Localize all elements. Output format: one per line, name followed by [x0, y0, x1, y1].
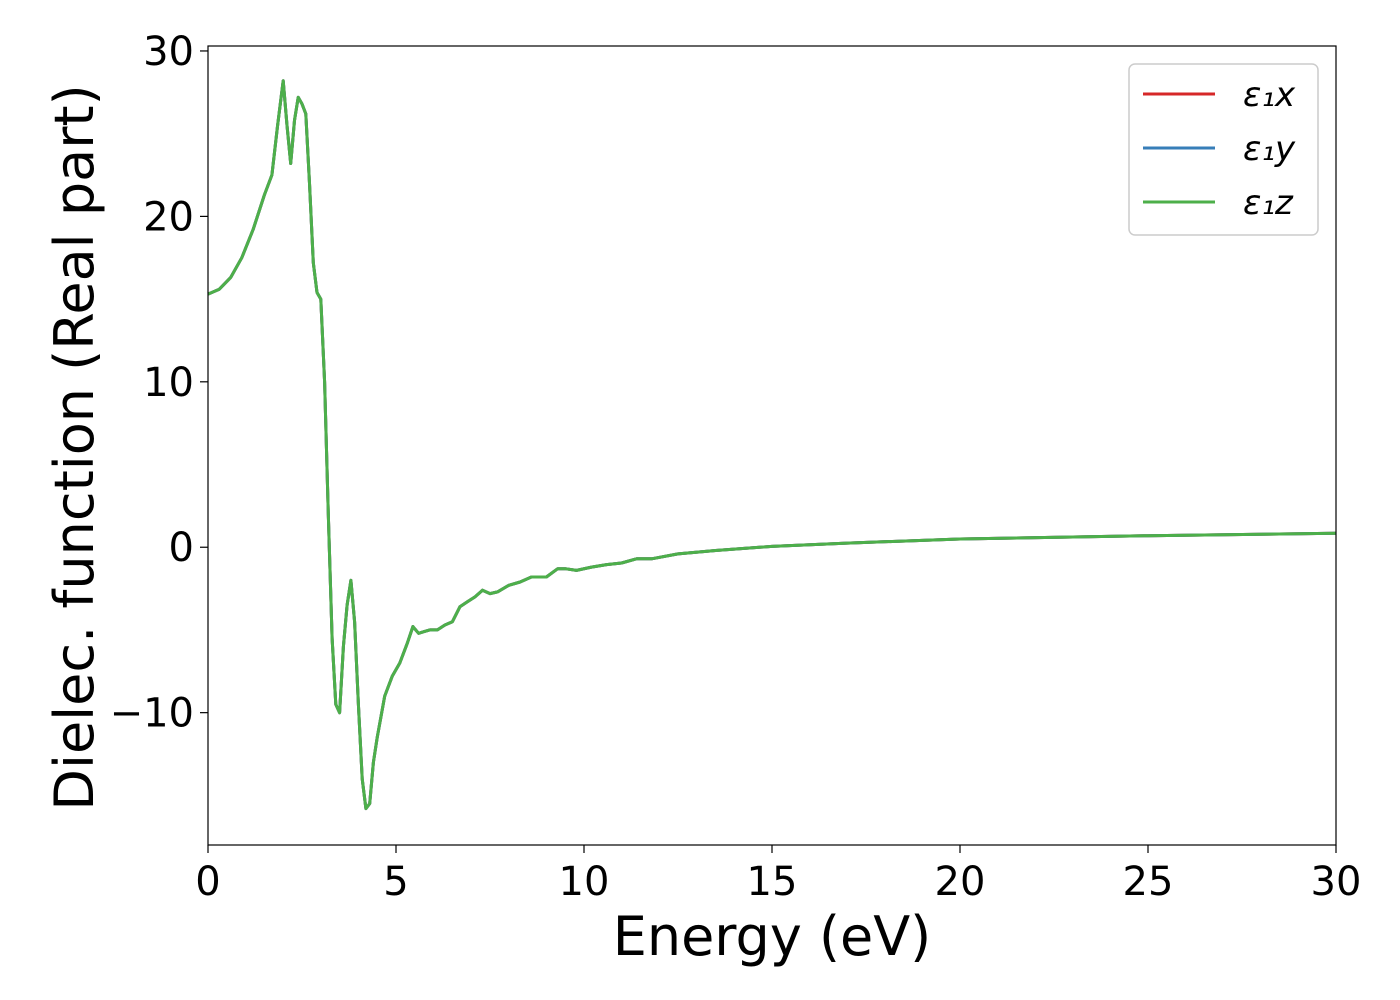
series-line-3 [207, 79, 1337, 811]
series-layer [207, 79, 1337, 811]
x-tick-label: 20 [935, 859, 986, 905]
legend-label-1: ε₁x [1243, 75, 1296, 115]
legend-label-2: ε₁y [1243, 129, 1296, 169]
tick-layer: 0 5 10 15 20 25 30 −10 0 10 20 30 [110, 29, 1362, 905]
y-tick-label: 0 [169, 525, 194, 571]
legend: ε₁x ε₁y ε₁z [1128, 63, 1319, 236]
legend-box [1128, 63, 1319, 236]
y-tick-label: 20 [143, 194, 194, 240]
legend-label-3: ε₁z [1243, 183, 1294, 223]
x-tick-label: 10 [559, 859, 610, 905]
y-tick-label: 30 [143, 29, 194, 75]
x-tick-label: 15 [747, 859, 798, 905]
x-tick-label: 0 [195, 859, 220, 905]
x-tick-label: 5 [383, 859, 408, 905]
x-axis-title: Energy (eV) [613, 905, 932, 968]
y-tick-label: 10 [143, 360, 194, 406]
x-tick-label: 30 [1311, 859, 1362, 905]
y-axis-title: Dielec. function (Real part) [43, 84, 106, 810]
y-tick-label: −10 [110, 691, 194, 737]
x-tick-label: 25 [1123, 859, 1174, 905]
